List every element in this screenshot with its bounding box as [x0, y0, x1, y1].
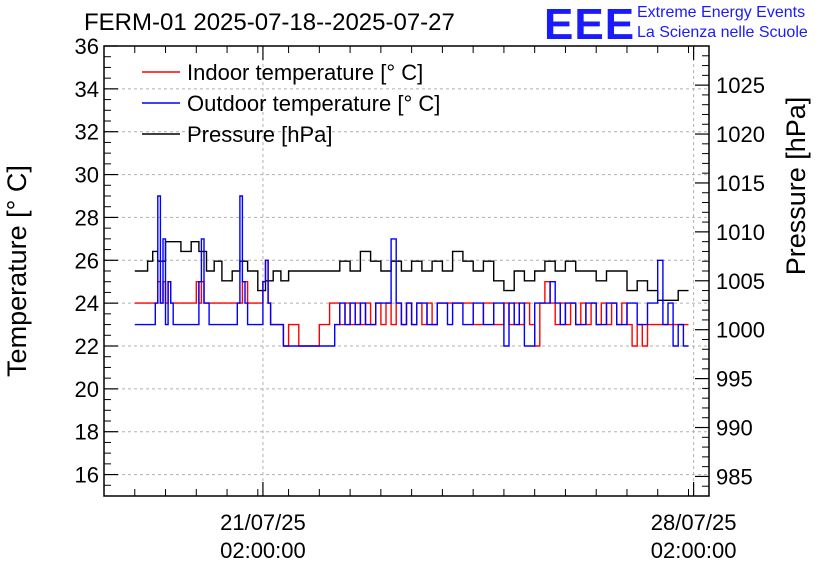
tick-label-right: 990 — [716, 416, 753, 441]
tick-label-left: 34 — [75, 77, 99, 102]
legend-label: Pressure [hPa] — [187, 122, 333, 147]
tick-label-left: 36 — [75, 34, 99, 59]
legend: Indoor temperature [° C] Outdoor temperat… — [142, 60, 440, 147]
axes: 16 18 20 22 24 26 28 30 32 34 36 985 990 995 1000 1005 1… — [2, 34, 811, 563]
tick-label-time: 02:00:00 — [220, 538, 306, 563]
tick-label-left: 32 — [75, 120, 99, 145]
tick-label-left: 28 — [75, 205, 99, 230]
tick-label-left: 20 — [75, 377, 99, 402]
tick-label-right: 1020 — [716, 122, 765, 147]
y-axis-label-right: Pressure [hPa] — [781, 97, 811, 276]
tick-label-left: 24 — [75, 291, 99, 316]
tick-label-left: 16 — [75, 463, 99, 488]
series-lines — [134, 195, 689, 347]
tick-label-right: 985 — [716, 464, 753, 489]
tick-label-time: 02:00:00 — [651, 538, 737, 563]
tick-label-date: 28/07/25 — [651, 510, 737, 535]
y-axis-label-left: Temperature [° C] — [2, 165, 32, 377]
tick-label-right: 1005 — [716, 269, 765, 294]
tick-label-right: 1000 — [716, 318, 765, 343]
logo-text-line2: La Scienza nelle Scuole — [637, 24, 808, 41]
logo-text-line1: Extreme Energy Events — [637, 4, 806, 21]
legend-label: Outdoor temperature [° C] — [187, 91, 440, 116]
tick-label-right: 1015 — [716, 171, 765, 196]
tick-label-right: 1010 — [716, 220, 765, 245]
tick-label-left: 18 — [75, 420, 99, 445]
tick-label-left: 22 — [75, 334, 99, 359]
tick-label-date: 21/07/25 — [220, 510, 306, 535]
series-line-pressure-hpa — [134, 241, 689, 301]
eee-logo-mark: EEE — [544, 0, 636, 49]
legend-label: Indoor temperature [° C] — [187, 60, 423, 85]
tick-label-left: 26 — [75, 248, 99, 273]
tick-label-left: 30 — [75, 163, 99, 188]
series-line-outdoor-temperature-c — [134, 195, 689, 347]
tick-label-right: 1025 — [716, 73, 765, 98]
chart-title: FERM-01 2025-07-18--2025-07-27 — [84, 9, 455, 36]
tick-label-right: 995 — [716, 367, 753, 392]
